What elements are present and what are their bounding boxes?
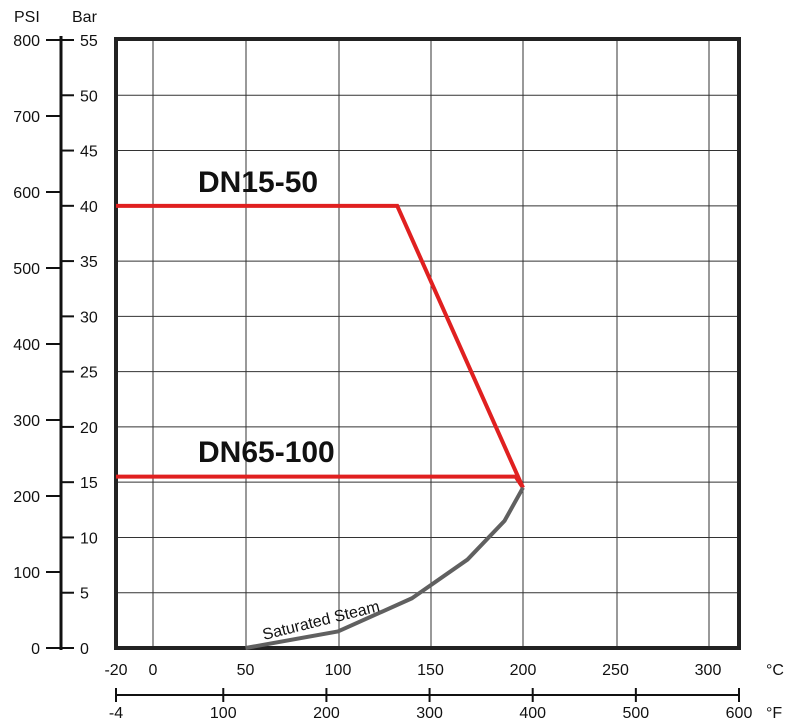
bar-tick-label: 55 (80, 33, 98, 50)
bar-tick-label: 45 (80, 144, 98, 161)
plot-border (114, 37, 741, 650)
fahrenheit-unit-label: °F (766, 705, 782, 722)
celsius-tick-label: -20 (104, 662, 127, 679)
fahrenheit-tick-label: 100 (210, 705, 237, 722)
bar-tick-label: 25 (80, 365, 98, 382)
celsius-tick-label: 150 (417, 662, 444, 679)
psi-tick-label: 700 (13, 109, 40, 126)
saturated-steam-curve (245, 486, 525, 650)
psi-tick-label: 500 (13, 261, 40, 278)
fahrenheit-tick-label: 400 (519, 705, 546, 722)
grid-lines (116, 39, 739, 648)
bar-unit-label: Bar (72, 9, 98, 26)
bar-tick-label: 15 (80, 475, 98, 492)
fahrenheit-tick-label: 200 (313, 705, 340, 722)
celsius-unit-label: °C (766, 662, 784, 679)
temperature-axis: -20 0 50 100 150 200 250 300 °C -4 100 200 300 400 500… (104, 662, 784, 722)
bar-tick-label: 20 (80, 420, 98, 437)
series-label-dn15-50: DN15-50 (198, 166, 318, 199)
celsius-tick-label: 100 (325, 662, 352, 679)
fahrenheit-tick-label: 600 (726, 705, 753, 722)
psi-unit-label: PSI (14, 9, 40, 26)
series-lines (116, 203, 525, 650)
psi-tick-label: 800 (13, 33, 40, 50)
psi-tick-label: 600 (13, 185, 40, 202)
plot-frame (114, 37, 741, 650)
bar-tick-label: 10 (80, 530, 98, 547)
celsius-tick-label: 300 (695, 662, 722, 679)
pressure-axis: PSI Bar 0 100 200 300 400 500 600 700 800 0 5 10 15 20 2… (13, 9, 98, 658)
bar-tick-label: 0 (80, 641, 89, 658)
celsius-tick-label: 200 (510, 662, 537, 679)
celsius-tick-label: 250 (602, 662, 629, 679)
psi-tick-label: 300 (13, 413, 40, 430)
bar-tick-label: 50 (80, 88, 98, 105)
psi-tick-label: 100 (13, 565, 40, 582)
bar-tick-label: 35 (80, 254, 98, 271)
series-label-dn65-100: DN65-100 (198, 436, 335, 469)
celsius-tick-label: 50 (237, 662, 255, 679)
celsius-tick-label: 0 (149, 662, 158, 679)
series-line-dn15-50 (116, 203, 525, 489)
bar-tick-label: 5 (80, 586, 89, 603)
fahrenheit-tick-label: 300 (416, 705, 443, 722)
fahrenheit-tick-label: -4 (109, 705, 123, 722)
series-line-dn65-100 (116, 474, 525, 489)
psi-tick-label: 400 (13, 337, 40, 354)
fahrenheit-tick-label: 500 (623, 705, 650, 722)
psi-tick-label: 200 (13, 489, 40, 506)
bar-tick-label: 40 (80, 199, 98, 216)
psi-tick-label: 0 (31, 641, 40, 658)
bar-tick-label: 30 (80, 309, 98, 326)
